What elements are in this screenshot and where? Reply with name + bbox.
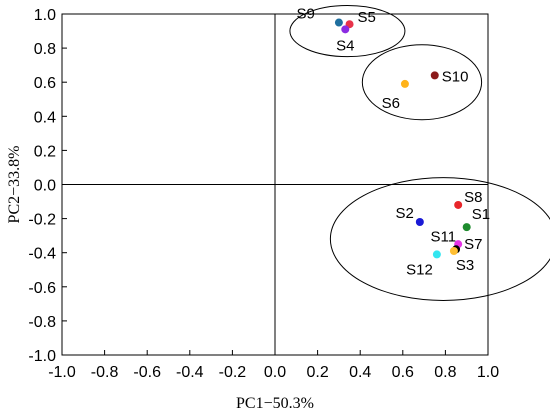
y-axis-title: PC2−33.8% <box>6 146 23 224</box>
y-tick-label: 0.2 <box>34 143 56 160</box>
point-s9 <box>334 18 343 27</box>
x-tick-label: -1.0 <box>48 364 76 381</box>
x-tick-label: -0.2 <box>219 364 247 381</box>
point-s12 <box>432 250 441 259</box>
point-label-s1: S1 <box>472 206 490 223</box>
y-tick-label: -0.6 <box>28 280 56 297</box>
ellipses-group <box>289 4 550 301</box>
point-label-s11: S11 <box>430 228 456 245</box>
points-group <box>334 18 471 259</box>
y-tick-label: -0.4 <box>28 246 56 263</box>
y-tick-label: 0.6 <box>34 75 56 92</box>
x-tick-label: 1.0 <box>477 364 499 381</box>
point-label-s6: S6 <box>382 95 400 112</box>
point-s4 <box>341 25 350 34</box>
y-tick-label: -0.2 <box>28 212 56 229</box>
ellipse-group-2 <box>361 44 483 121</box>
point-label-s7: S7 <box>464 236 482 253</box>
point-s6 <box>400 79 409 88</box>
x-axis-title: PC1−50.3% <box>236 395 314 412</box>
x-tick-label: -0.4 <box>176 364 204 381</box>
point-label-s10: S10 <box>442 68 469 85</box>
x-tick-label: -0.8 <box>91 364 119 381</box>
point-label-s8: S8 <box>464 189 482 206</box>
ellipse-group-1 <box>289 4 406 58</box>
x-tick-label: -0.6 <box>133 364 161 381</box>
y-tick-label: 0.0 <box>34 178 56 195</box>
y-tick-label: 0.4 <box>34 109 56 126</box>
axes-group: -1.0 -0.8 -0.6 -0.4 -0.2 0.0 0.2 0.4 0.6 0.8 1.0 -1… <box>28 7 499 381</box>
point-label-s12: S12 <box>406 261 433 278</box>
x-tick-label: 0.4 <box>349 364 371 381</box>
point-s1 <box>462 223 471 232</box>
y-tick-label: 0.8 <box>34 41 56 58</box>
x-tick-label: 0.8 <box>434 364 456 381</box>
point-label-s9: S9 <box>297 6 315 23</box>
x-tick-label: 0.0 <box>264 364 286 381</box>
ellipse-group-3 <box>329 177 550 301</box>
point-s8 <box>454 200 463 209</box>
x-tick-label: 0.2 <box>306 364 328 381</box>
point-label-s5: S5 <box>358 9 376 26</box>
x-tick-label: 0.6 <box>392 364 414 381</box>
point-label-s3: S3 <box>456 257 474 274</box>
y-tick-label: -1.0 <box>28 348 56 365</box>
point-s3 <box>449 246 458 255</box>
point-label-s2: S2 <box>395 205 413 222</box>
point-s2 <box>415 218 424 227</box>
y-tick-label: -0.8 <box>28 314 56 331</box>
point-label-s4: S4 <box>336 37 354 54</box>
y-tick-label: 1.0 <box>34 7 56 24</box>
point-s10 <box>430 71 439 80</box>
